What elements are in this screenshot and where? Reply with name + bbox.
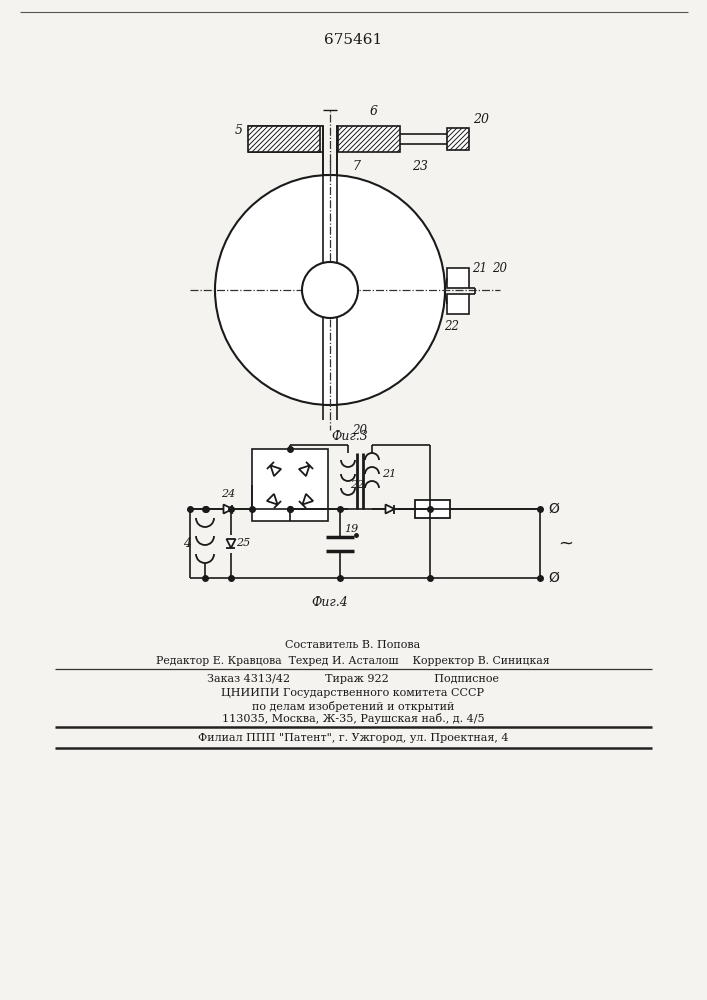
Polygon shape	[226, 539, 235, 548]
Text: Редактор Е. Кравцова  Техред И. Асталош    Корректор В. Синицкая: Редактор Е. Кравцова Техред И. Асталош К…	[156, 656, 550, 666]
Circle shape	[215, 175, 445, 405]
Text: ~: ~	[558, 534, 573, 552]
Bar	[447, 294, 469, 314]
Polygon shape	[385, 504, 395, 514]
Bar	[338, 126, 400, 152]
Polygon shape	[299, 465, 310, 476]
Bar	[447, 268, 469, 288]
Text: 25: 25	[236, 538, 250, 548]
Text: 20: 20	[353, 424, 368, 437]
Text: Заказ 4313/42          Тираж 922             Подписное: Заказ 4313/42 Тираж 922 Подписное	[207, 674, 499, 684]
Text: 21: 21	[472, 261, 487, 274]
Text: 24: 24	[221, 489, 235, 499]
Text: 6: 6	[370, 105, 378, 118]
Polygon shape	[271, 465, 281, 476]
Bar	[252, 449, 328, 521]
Text: 22: 22	[350, 480, 364, 490]
Text: 23: 23	[412, 160, 428, 173]
Text: 4: 4	[183, 537, 191, 550]
Text: 20: 20	[492, 261, 507, 274]
Text: ЦНИИПИ Государственного комитета СССР: ЦНИИПИ Государственного комитета СССР	[221, 688, 484, 698]
Text: 7: 7	[352, 160, 360, 173]
Text: Филиал ППП "Патент", г. Ужгород, ул. Проектная, 4: Филиал ППП "Патент", г. Ужгород, ул. Про…	[198, 733, 508, 743]
Text: 20: 20	[473, 113, 489, 126]
Text: 675461: 675461	[324, 33, 382, 47]
Circle shape	[302, 262, 358, 318]
Text: 5: 5	[235, 124, 243, 137]
Text: Ø: Ø	[548, 571, 559, 585]
Text: Ø: Ø	[548, 502, 559, 516]
Polygon shape	[223, 504, 233, 514]
Text: 21: 21	[382, 469, 396, 479]
Text: 113035, Москва, Ж-35, Раушская наб., д. 4/5: 113035, Москва, Ж-35, Раушская наб., д. …	[222, 712, 484, 724]
Bar	[447, 128, 469, 150]
Text: Фиг.3: Фиг.3	[332, 430, 368, 443]
Text: Фиг.4: Фиг.4	[312, 596, 349, 609]
Polygon shape	[267, 494, 278, 505]
Polygon shape	[303, 494, 313, 505]
Text: 22: 22	[445, 320, 460, 333]
Bar	[415, 500, 450, 518]
Bar	[248, 126, 320, 152]
Text: 19: 19	[344, 524, 358, 534]
Text: Составитель В. Попова: Составитель В. Попова	[286, 640, 421, 650]
Text: по делам изобретений и открытий: по делам изобретений и открытий	[252, 700, 454, 712]
